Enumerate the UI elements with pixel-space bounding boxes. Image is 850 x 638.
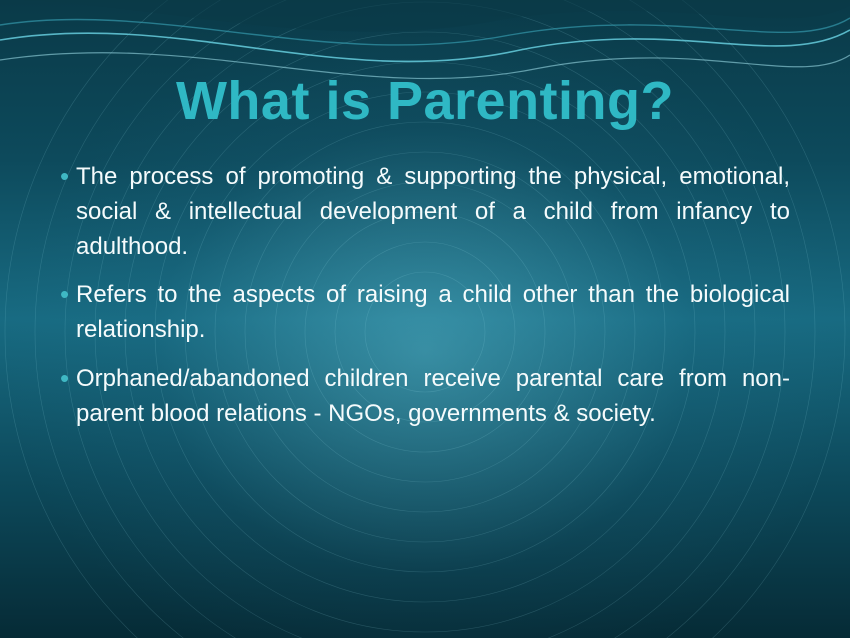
slide-title: What is Parenting?	[60, 70, 790, 132]
bullet-item: Orphaned/abandoned children receive pare…	[60, 362, 790, 432]
bullet-item: Refers to the aspects of raising a child…	[60, 278, 790, 348]
bullet-list: The process of promoting & supporting th…	[60, 160, 790, 446]
bullet-item: The process of promoting & supporting th…	[60, 160, 790, 264]
slide: What is Parenting? The process of promot…	[0, 0, 850, 638]
